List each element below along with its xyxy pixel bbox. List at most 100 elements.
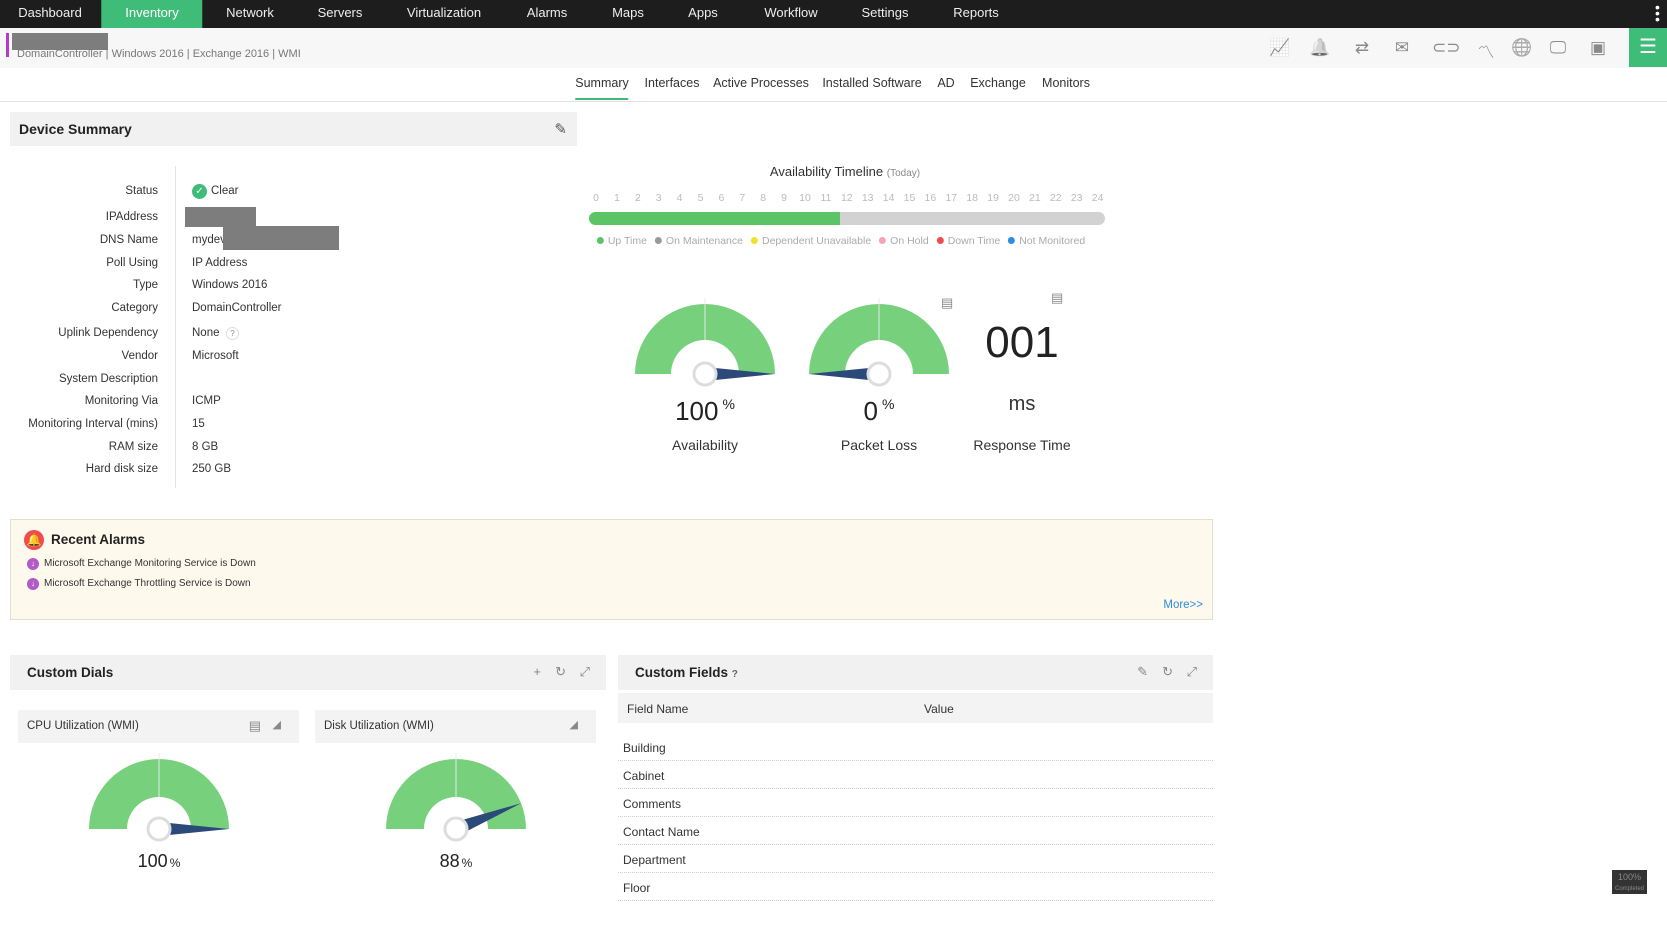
breadcrumb-monitor[interactable]: WMI [278, 48, 301, 60]
uptime-segment[interactable] [589, 212, 840, 225]
legend-label: On Hold [890, 235, 929, 247]
hour-tick: 0 [593, 192, 599, 204]
label-uplink-dependency: Uplink Dependency [58, 327, 158, 339]
nav-inventory[interactable]: Inventory [101, 0, 203, 28]
refresh-icon[interactable]: ↻ [1162, 664, 1173, 679]
trend-icon[interactable]: 〽 [1477, 43, 1495, 62]
gauge-needle [809, 367, 879, 381]
timeline-title: Availability Timeline (Today) [769, 164, 921, 179]
value-category: DomainController [192, 302, 282, 314]
label-hard-disk-size: Hard disk size [85, 463, 158, 475]
chart-icon[interactable]: ◢ [569, 719, 578, 731]
breadcrumb-category[interactable]: DomainController [17, 48, 103, 60]
alarm-down-icon: ↓ [27, 578, 39, 590]
legend-not-monitored: Not Monitored [1008, 235, 1085, 247]
hour-tick: 21 [1029, 192, 1041, 204]
legend-dot-icon [1008, 237, 1016, 244]
report-icon[interactable]: ▤ [941, 295, 954, 310]
expand-icon[interactable]: ⤢ [579, 664, 590, 679]
dial-value-number: 100 [137, 851, 168, 871]
help-icon[interactable]: ? [226, 327, 239, 340]
availability-value: 100% [675, 396, 735, 427]
gauge-hub [443, 816, 469, 842]
edit-icon[interactable]: ✎ [1137, 664, 1148, 679]
gauge-needle [705, 367, 775, 381]
alarm-item[interactable]: Microsoft Exchange Monitoring Service is… [44, 558, 256, 569]
globe-icon[interactable]: 🌐 [1511, 38, 1533, 57]
hour-tick: 19 [987, 192, 999, 204]
nav-virtualization[interactable]: Virtualization [406, 5, 482, 20]
tab-monitors[interactable]: Monitors [1042, 76, 1090, 90]
custom-fields-header: Custom Fields ? ✎ ↻ ⤢ [618, 655, 1213, 690]
tab-installed-software[interactable]: Installed Software [822, 76, 922, 90]
label-dns-name: DNS Name [99, 234, 158, 246]
label-type: Type [133, 279, 158, 291]
availability-label: Availability [672, 437, 738, 453]
nav-network[interactable]: Network [226, 5, 274, 20]
tab-exchange[interactable]: Exchange [970, 76, 1026, 90]
hour-tick: 13 [861, 192, 874, 204]
workflow-icon[interactable]: ⇄ [1354, 38, 1370, 57]
terminal-icon[interactable]: ▣ [1589, 38, 1607, 57]
gauge-hub [692, 361, 718, 387]
mail-icon[interactable]: ✉ [1394, 38, 1410, 57]
custom-field-row: Comments [618, 789, 1213, 817]
graph-icon[interactable]: 📈 [1269, 38, 1291, 57]
hour-tick: 17 [945, 192, 958, 204]
gauge-unit: % [722, 396, 735, 412]
refresh-icon[interactable]: ↻ [555, 664, 566, 679]
tab-interfaces[interactable]: Interfaces [644, 76, 700, 90]
nav-reports[interactable]: Reports [953, 5, 999, 20]
custom-field-row: Floor [618, 873, 1213, 901]
nav-maps[interactable]: Maps [612, 5, 644, 20]
summary-scrollbar[interactable] [175, 166, 176, 488]
legend-dot-icon [936, 237, 944, 244]
link-icon[interactable]: ⊂⊃ [1432, 38, 1461, 57]
legend-dot-icon [654, 237, 662, 244]
alarm-bell-icon[interactable]: 🔔 [1309, 38, 1331, 57]
dial-card-header: Disk Utilization (WMI) ◢ [315, 710, 596, 743]
hour-tick: 10 [799, 192, 811, 204]
hour-tick: 12 [840, 192, 853, 204]
add-icon[interactable]: + [533, 664, 541, 679]
nav-servers[interactable]: Servers [317, 5, 363, 20]
custom-dials-header: Custom Dials + ↻ ⤢ [10, 655, 606, 690]
nav-settings[interactable]: Settings [861, 5, 909, 20]
device-name-redacted [12, 33, 108, 50]
value-monitoring-interval-mins-: 15 [192, 418, 205, 430]
legend-label: Up Time [607, 235, 647, 247]
alarm-item[interactable]: Microsoft Exchange Throttling Service is… [44, 578, 251, 589]
tab-summary[interactable]: Summary [575, 76, 629, 100]
custom-field-row: Department [618, 845, 1213, 873]
chart-icon[interactable]: ◢ [272, 719, 281, 731]
nav-workflow[interactable]: Workflow [764, 5, 818, 20]
nav-alarms[interactable]: Alarms [526, 5, 568, 20]
legend-up-time: Up Time [596, 235, 647, 247]
custom-fields-table-header: Field Name Value [618, 693, 1213, 723]
nav-dashboard[interactable]: Dashboard [18, 5, 82, 20]
hour-tick: 6 [718, 192, 725, 204]
report-icon[interactable]: ▤ [248, 718, 261, 733]
value-poll-using: IP Address [192, 257, 248, 269]
tab-active-processes[interactable]: Active Processes [713, 76, 809, 90]
label-monitoring-via: Monitoring Via [84, 395, 158, 407]
availability-timeline-bar[interactable] [589, 212, 1105, 225]
value-ram-size: 8 GB [192, 441, 219, 453]
tab-ad[interactable]: AD [937, 76, 955, 90]
more-options-icon[interactable]: • • • [1655, 0, 1660, 27]
nav-apps[interactable]: Apps [688, 5, 718, 20]
menu-icon[interactable]: ☰ [1629, 28, 1667, 67]
alarm-bell-icon: 🔔 [24, 530, 44, 550]
expand-icon[interactable]: ⤢ [1186, 664, 1197, 679]
tab-divider [0, 101, 1667, 102]
edit-icon[interactable]: ✎ [554, 121, 567, 138]
report-icon[interactable]: ▤ [1051, 290, 1064, 305]
more-alarms-link[interactable]: More>> [1163, 599, 1203, 611]
breadcrumb-type[interactable]: Windows 2016 [111, 48, 184, 60]
hour-tick: 22 [1049, 192, 1062, 204]
help-icon[interactable]: ? [731, 669, 738, 680]
breadcrumb-app[interactable]: Exchange 2016 [192, 48, 270, 60]
custom-dials-title: Custom Dials [27, 665, 114, 680]
remote-desktop-icon[interactable]: 🖵 [1549, 38, 1567, 57]
value-dns-name: mydev [192, 234, 226, 246]
